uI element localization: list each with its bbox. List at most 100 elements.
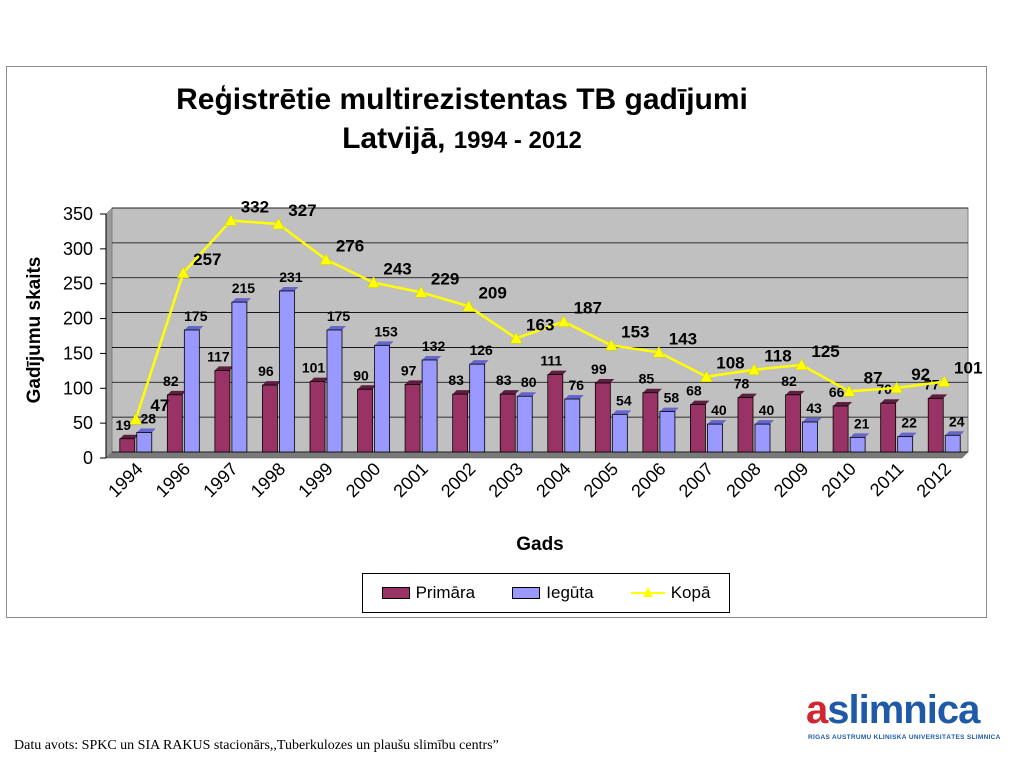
bar-ieguta xyxy=(326,329,343,453)
bar-primara xyxy=(642,392,659,453)
bar-primara xyxy=(214,370,231,453)
data-label-ieguta: 21 xyxy=(854,415,870,431)
y-tick-label: 250 xyxy=(63,274,93,294)
data-label-ieguta: 22 xyxy=(901,415,917,431)
bar-top-primara xyxy=(310,377,329,382)
point-kopa xyxy=(509,331,523,344)
bar-top-ieguta xyxy=(279,286,299,291)
bar-primara xyxy=(452,393,469,453)
bar-ieguta xyxy=(421,359,438,453)
y-tick-label: 50 xyxy=(73,413,93,433)
data-label-kopa: 332 xyxy=(241,198,269,217)
data-label-ieguta: 215 xyxy=(232,280,256,296)
bar-ieguta xyxy=(516,395,533,453)
bar-ieguta xyxy=(279,290,295,453)
bar-top-ieguta xyxy=(897,432,917,437)
x-tick-label: 2012 xyxy=(913,459,955,501)
bar-top-primara xyxy=(262,381,282,386)
source-note: Datu avots: SPKC un SIA RAKUS stacionārs… xyxy=(14,738,499,753)
point-kopa xyxy=(272,217,285,230)
data-label-primara: 68 xyxy=(686,383,702,399)
point-kopa xyxy=(367,276,380,288)
legend-swatch-primara xyxy=(381,587,410,599)
data-label-ieguta: 175 xyxy=(184,308,208,324)
x-tick-label: 2003 xyxy=(485,459,527,501)
x-tick-label: 1998 xyxy=(247,459,289,501)
bar-top-primara xyxy=(595,378,615,383)
data-label-ieguta: 175 xyxy=(327,308,351,324)
bar-primara xyxy=(309,381,326,453)
data-label-ieguta: 76 xyxy=(568,377,584,393)
bar-ieguta xyxy=(897,436,914,453)
data-label-primara: 78 xyxy=(734,376,750,392)
x-tick-label: 2010 xyxy=(817,459,859,501)
data-label-primara: 90 xyxy=(353,367,369,383)
x-tick-label: 2000 xyxy=(342,459,384,501)
bar-top-ieguta xyxy=(564,395,584,400)
data-label-kopa: 118 xyxy=(764,347,791,366)
point-kopa xyxy=(604,338,618,351)
bar-top-ieguta xyxy=(802,418,822,423)
bar-top-primara xyxy=(690,400,710,405)
bar-primara xyxy=(880,402,897,453)
bar-top-primara xyxy=(738,393,757,398)
y-tick-label: 200 xyxy=(63,309,93,329)
x-tick-label: 1999 xyxy=(294,459,336,501)
data-label-primara: 82 xyxy=(781,373,797,389)
data-label-ieguta: 54 xyxy=(616,392,632,408)
plot-floor xyxy=(105,451,969,459)
bar-top-primara xyxy=(642,388,662,393)
data-label-kopa: 92 xyxy=(911,365,930,384)
bar-top-ieguta xyxy=(136,428,156,433)
y-tick-label: 350 xyxy=(63,204,93,224)
bar-primara xyxy=(594,382,611,453)
data-label-kopa: 243 xyxy=(383,260,411,279)
point-kopa xyxy=(319,253,333,265)
data-label-ieguta: 28 xyxy=(140,410,156,426)
data-label-primara: 99 xyxy=(591,361,607,377)
point-kopa xyxy=(700,370,713,382)
bar-top-primara xyxy=(833,401,853,406)
bar-top-ieguta xyxy=(659,407,679,412)
data-label-primara: 83 xyxy=(496,372,512,388)
bar-top-primara xyxy=(452,390,472,395)
point-kopa xyxy=(557,315,571,327)
chart-title-line2: Latvijā, 1994 - 2012 xyxy=(0,122,924,156)
data-label-kopa: 125 xyxy=(811,342,839,361)
x-tick-label: 1996 xyxy=(152,459,194,501)
point-kopa xyxy=(795,358,808,371)
data-label-kopa: 327 xyxy=(288,201,316,220)
bar-ieguta xyxy=(469,363,486,453)
point-kopa xyxy=(652,345,666,358)
data-label-primara: 82 xyxy=(163,373,179,389)
data-label-kopa: 153 xyxy=(621,322,649,341)
bar-top-primara xyxy=(405,380,425,385)
plot-side-wall xyxy=(105,207,113,459)
bar-top-ieguta xyxy=(850,433,870,438)
legend-label-ieguta: Iegūta xyxy=(546,583,594,602)
data-label-ieguta: 132 xyxy=(422,338,446,354)
data-label-kopa: 209 xyxy=(478,283,506,302)
x-tick-label: 2009 xyxy=(770,459,812,501)
x-axis-title: Gads xyxy=(516,534,564,555)
bar-ieguta xyxy=(659,411,676,453)
legend-label-kopa: Kopā xyxy=(670,583,711,602)
data-label-ieguta: 80 xyxy=(521,374,537,390)
y-tick-label: 150 xyxy=(63,343,93,363)
data-label-primara: 96 xyxy=(258,363,274,379)
bar-top-ieguta xyxy=(231,298,251,303)
bar-primara xyxy=(357,388,373,453)
point-kopa xyxy=(129,412,143,425)
legend-label-primara: Primāra xyxy=(415,583,476,602)
bar-primara xyxy=(166,394,183,453)
data-label-ieguta: 231 xyxy=(279,269,303,285)
chart-title-prefix: Latvijā, xyxy=(342,122,446,155)
point-kopa xyxy=(462,299,476,312)
bar-top-primara xyxy=(214,366,234,371)
bar-ieguta xyxy=(374,344,390,453)
x-tick-label: 2006 xyxy=(627,459,669,501)
bar-primara xyxy=(499,393,516,453)
data-label-kopa: 47 xyxy=(150,396,169,415)
y-tick-label: 100 xyxy=(63,378,93,398)
bar-top-primara xyxy=(928,394,948,399)
